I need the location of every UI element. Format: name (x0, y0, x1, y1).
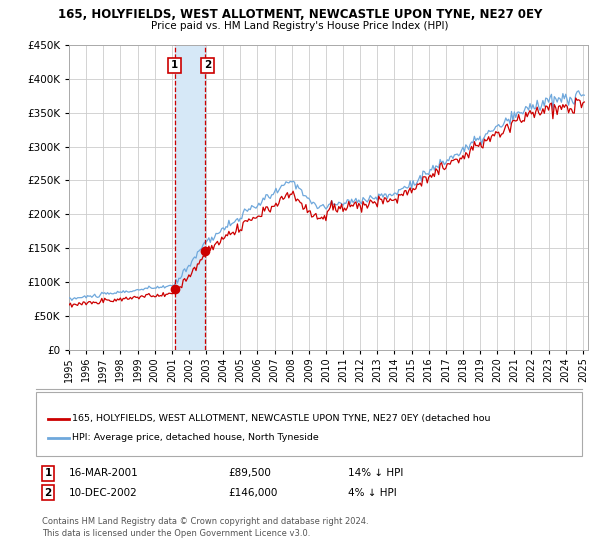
Text: 2: 2 (44, 488, 52, 498)
Text: 16-MAR-2001: 16-MAR-2001 (69, 468, 139, 478)
Text: 165, HOLYFIELDS, WEST ALLOTMENT, NEWCASTLE UPON TYNE, NE27 0EY (detached hou: 165, HOLYFIELDS, WEST ALLOTMENT, NEWCAST… (72, 414, 491, 423)
Text: 10-DEC-2002: 10-DEC-2002 (69, 488, 138, 498)
Text: HPI: Average price, detached house, North Tyneside: HPI: Average price, detached house, Nort… (72, 433, 319, 442)
Text: £89,500: £89,500 (228, 468, 271, 478)
Text: 4% ↓ HPI: 4% ↓ HPI (348, 488, 397, 498)
Text: 165, HOLYFIELDS, WEST ALLOTMENT, NEWCASTLE UPON TYNE, NE27 0EY: 165, HOLYFIELDS, WEST ALLOTMENT, NEWCAST… (58, 8, 542, 21)
Bar (175, 45, 205, 350)
Text: Contains HM Land Registry data © Crown copyright and database right 2024.: Contains HM Land Registry data © Crown c… (42, 517, 368, 526)
Text: 14% ↓ HPI: 14% ↓ HPI (348, 468, 403, 478)
Text: £146,000: £146,000 (228, 488, 277, 498)
Text: 2: 2 (204, 60, 211, 70)
Text: Price paid vs. HM Land Registry's House Price Index (HPI): Price paid vs. HM Land Registry's House … (151, 21, 449, 31)
Text: 1: 1 (44, 468, 52, 478)
Text: 1: 1 (171, 60, 178, 70)
Text: This data is licensed under the Open Government Licence v3.0.: This data is licensed under the Open Gov… (42, 529, 310, 538)
